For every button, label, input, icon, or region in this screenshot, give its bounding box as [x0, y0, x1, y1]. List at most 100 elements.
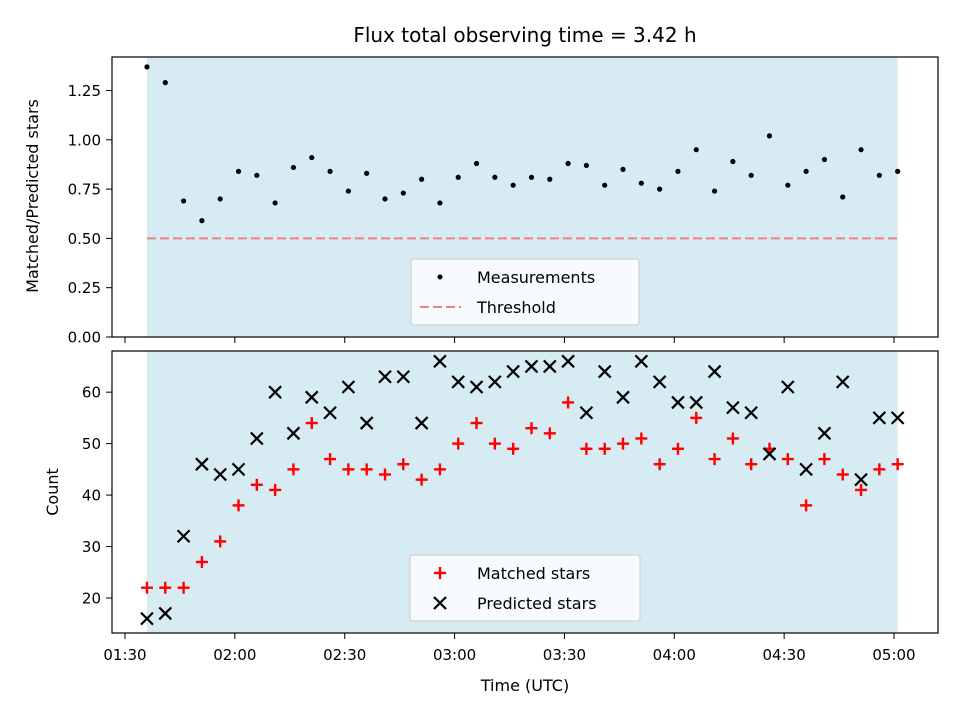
- matched-star-point: [671, 442, 684, 455]
- matched-star-point: [690, 411, 703, 424]
- predicted-star-point: [250, 431, 264, 446]
- matched-star-point: [525, 422, 538, 435]
- top-y-tick-label: 0.50: [68, 230, 101, 248]
- predicted-star-point: [506, 364, 520, 379]
- top-y-axis-label: Matched/Predicted stars: [23, 99, 42, 293]
- measurement-point: [528, 174, 535, 180]
- measurement-point: [895, 168, 901, 174]
- bottom-legend-box: [409, 554, 641, 622]
- measurement-point: [364, 170, 370, 176]
- predicted-star-point: [652, 375, 667, 389]
- x-tick-label: 02:30: [323, 646, 366, 664]
- predicted-star-point: [469, 380, 484, 394]
- measurement-point: [180, 198, 187, 204]
- predicted-star-point: [616, 390, 630, 405]
- top-legend: Measurements Threshold: [410, 258, 640, 326]
- matched-star-point: [214, 535, 227, 548]
- matched-star-point: [195, 555, 208, 568]
- matched-star-point: [378, 468, 391, 481]
- bottom-y-tick-label: 50: [82, 435, 101, 453]
- x-tick-label: 04:30: [763, 646, 806, 664]
- predicted-star-point: [854, 472, 868, 487]
- matched-star-point: [488, 437, 501, 450]
- predicted-star-point: [543, 359, 557, 374]
- matched-star-point: [177, 581, 190, 594]
- measurement-point: [162, 80, 168, 86]
- legend-label-measurements: Measurements: [477, 268, 595, 287]
- predicted-star-point: [231, 462, 246, 477]
- measurement-point: [254, 172, 260, 178]
- predicted-star-point: [689, 395, 704, 410]
- matched-star-point: [635, 432, 648, 445]
- measurement-point: [345, 188, 351, 194]
- matched-star-point: [324, 453, 337, 466]
- predicted-star-point: [268, 385, 282, 399]
- bottom-y-tick-label: 60: [82, 384, 101, 402]
- matched-star-point: [855, 483, 868, 496]
- measurement-point: [711, 188, 718, 194]
- bottom-y-axis-label: Count: [43, 468, 62, 516]
- top-panel: Flux total observing time = 3.42 h Match…: [23, 23, 939, 347]
- top-x-ticks: [124, 337, 895, 343]
- predicted-star-point: [707, 364, 722, 379]
- measurements-series: [144, 64, 901, 224]
- matched-star-point: [800, 499, 813, 512]
- legend-label-predicted: Predicted stars: [477, 594, 597, 613]
- predicted-star-point: [597, 364, 612, 379]
- top-y-tick-label: 0.75: [68, 181, 101, 199]
- matched-star-point: [397, 458, 410, 471]
- matched-star-point: [232, 499, 245, 512]
- measurement-point: [858, 147, 864, 153]
- matched-star-point: [873, 463, 886, 476]
- x-axis-label: Time (UTC): [480, 676, 569, 695]
- matched-star-point: [598, 442, 611, 455]
- matched-star-point: [140, 581, 153, 594]
- chart-title: Flux total observing time = 3.42 h: [353, 23, 696, 47]
- matched-star-point: [360, 463, 373, 476]
- predicted-star-point: [195, 457, 209, 471]
- predicted-star-point: [872, 411, 887, 425]
- x-tick-label: 03:30: [543, 646, 586, 664]
- matched-star-point: [159, 581, 172, 594]
- measurement-point: [657, 186, 663, 192]
- top-legend-box: [410, 258, 640, 326]
- bottom-y-tick-label: 40: [82, 487, 101, 505]
- matched-star-point: [580, 442, 593, 455]
- predicted-star-point: [359, 416, 374, 430]
- measurement-point: [803, 168, 809, 174]
- matched-star-point: [836, 468, 849, 481]
- matched-star-point: [726, 432, 739, 445]
- measurement-point: [473, 160, 480, 167]
- predicted-stars-series: [140, 354, 905, 626]
- predicted-star-point: [524, 359, 539, 374]
- measurement-point: [840, 194, 846, 200]
- measurement-point: [602, 182, 608, 188]
- measurement-point: [821, 156, 828, 163]
- predicted-star-point: [488, 375, 502, 389]
- predicted-star-point: [671, 395, 685, 410]
- legend-marker-measurements: [437, 274, 443, 280]
- predicted-star-point: [726, 400, 740, 415]
- legend-label-threshold: Threshold: [476, 298, 556, 317]
- matched-star-point: [653, 458, 666, 471]
- predicted-star-point: [323, 405, 337, 420]
- predicted-star-point: [286, 426, 301, 441]
- legend-marker-predicted: [433, 596, 447, 610]
- matched-star-point: [433, 463, 446, 476]
- legend-label-matched: Matched stars: [477, 564, 590, 583]
- predicted-star-point: [762, 447, 777, 461]
- measurement-point: [327, 168, 333, 174]
- x-tick-label: 05:00: [872, 646, 915, 664]
- measurement-point: [290, 164, 297, 171]
- x-tick-label: 04:00: [653, 646, 696, 664]
- matched-star-point: [891, 458, 904, 471]
- predicted-star-point: [890, 411, 905, 425]
- predicted-star-point: [396, 369, 411, 384]
- measurement-point: [583, 162, 590, 169]
- predicted-star-point: [378, 369, 392, 384]
- measurement-point: [437, 200, 443, 206]
- bottom-y-tick-label: 30: [82, 538, 101, 556]
- predicted-star-point: [213, 467, 227, 482]
- measurement-point: [876, 172, 882, 178]
